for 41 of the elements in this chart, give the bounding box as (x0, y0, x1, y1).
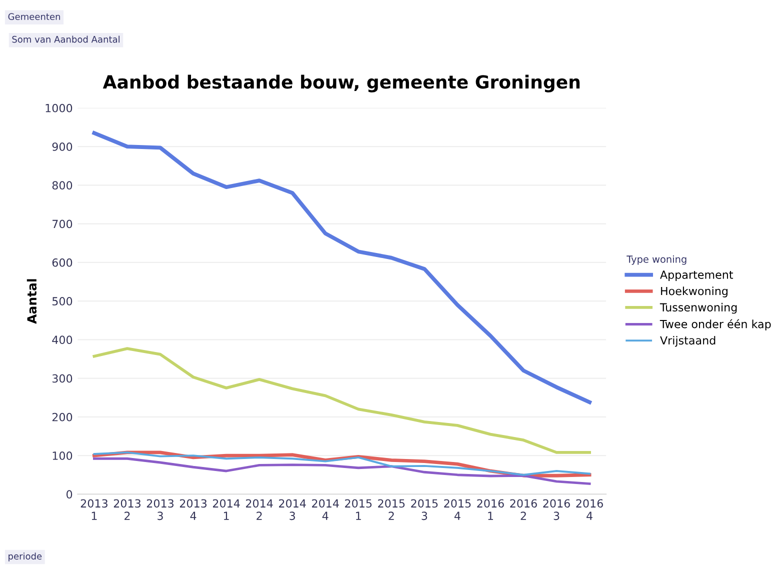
chart-title: Aanbod bestaande bouw, gemeente Groningen (102, 74, 580, 92)
legend-label: Vrijstaand (660, 336, 716, 347)
x-tick-label: 2014 1 (212, 499, 240, 520)
y-tick-label: 0 (66, 490, 72, 499)
x-tick-label: 2016 3 (543, 499, 570, 520)
y-tick-label: 1000 (46, 104, 72, 112)
x-tick-label: 2016 2 (510, 499, 537, 520)
x-tick-label: 2014 3 (279, 499, 306, 520)
x-tick-label: 2015 1 (345, 499, 372, 520)
line-series (92, 347, 592, 454)
text: Som van Aanbod Aantal (12, 36, 120, 43)
y-tick-label: 200 (52, 412, 72, 422)
x-tick-label: 2016 1 (477, 499, 504, 520)
y-tick-label: 500 (52, 297, 72, 306)
line-series (92, 131, 592, 404)
legend-label: Twee onder één kap (660, 319, 771, 330)
x-tick-label: 2013 1 (80, 499, 108, 520)
x-tick-label: 2014 4 (312, 499, 339, 520)
x-tick-label: 2016 4 (576, 499, 603, 520)
y-tick-label: 600 (52, 258, 72, 267)
legend-label: Tussenwoning (660, 302, 737, 314)
y-tick-label: 400 (52, 336, 72, 344)
legend-title: Type woning (626, 255, 686, 265)
x-tick-label: 2015 2 (378, 499, 405, 520)
x-tick-label: 2013 2 (114, 499, 140, 520)
y-tick-label: 700 (52, 220, 72, 228)
line-series (92, 457, 591, 485)
legend-label: Appartement (660, 270, 734, 282)
x-tick-label: 2013 4 (180, 499, 207, 520)
x-tick-label: 2015 4 (444, 499, 471, 520)
x-tick-label: 2014 2 (246, 499, 273, 520)
y-tick-label: 100 (52, 452, 72, 460)
text: Gemeenten (8, 13, 60, 20)
y-axis-title: Aantal (26, 279, 37, 324)
text: periode (8, 552, 42, 562)
x-tick-label: 2013 3 (146, 499, 174, 520)
x-tick-label: 2015 3 (411, 499, 438, 520)
legend-label: Hoekwoning (661, 286, 728, 298)
y-tick-label: 800 (52, 181, 72, 190)
y-tick-label: 300 (52, 374, 72, 383)
y-tick-label: 900 (52, 142, 72, 151)
